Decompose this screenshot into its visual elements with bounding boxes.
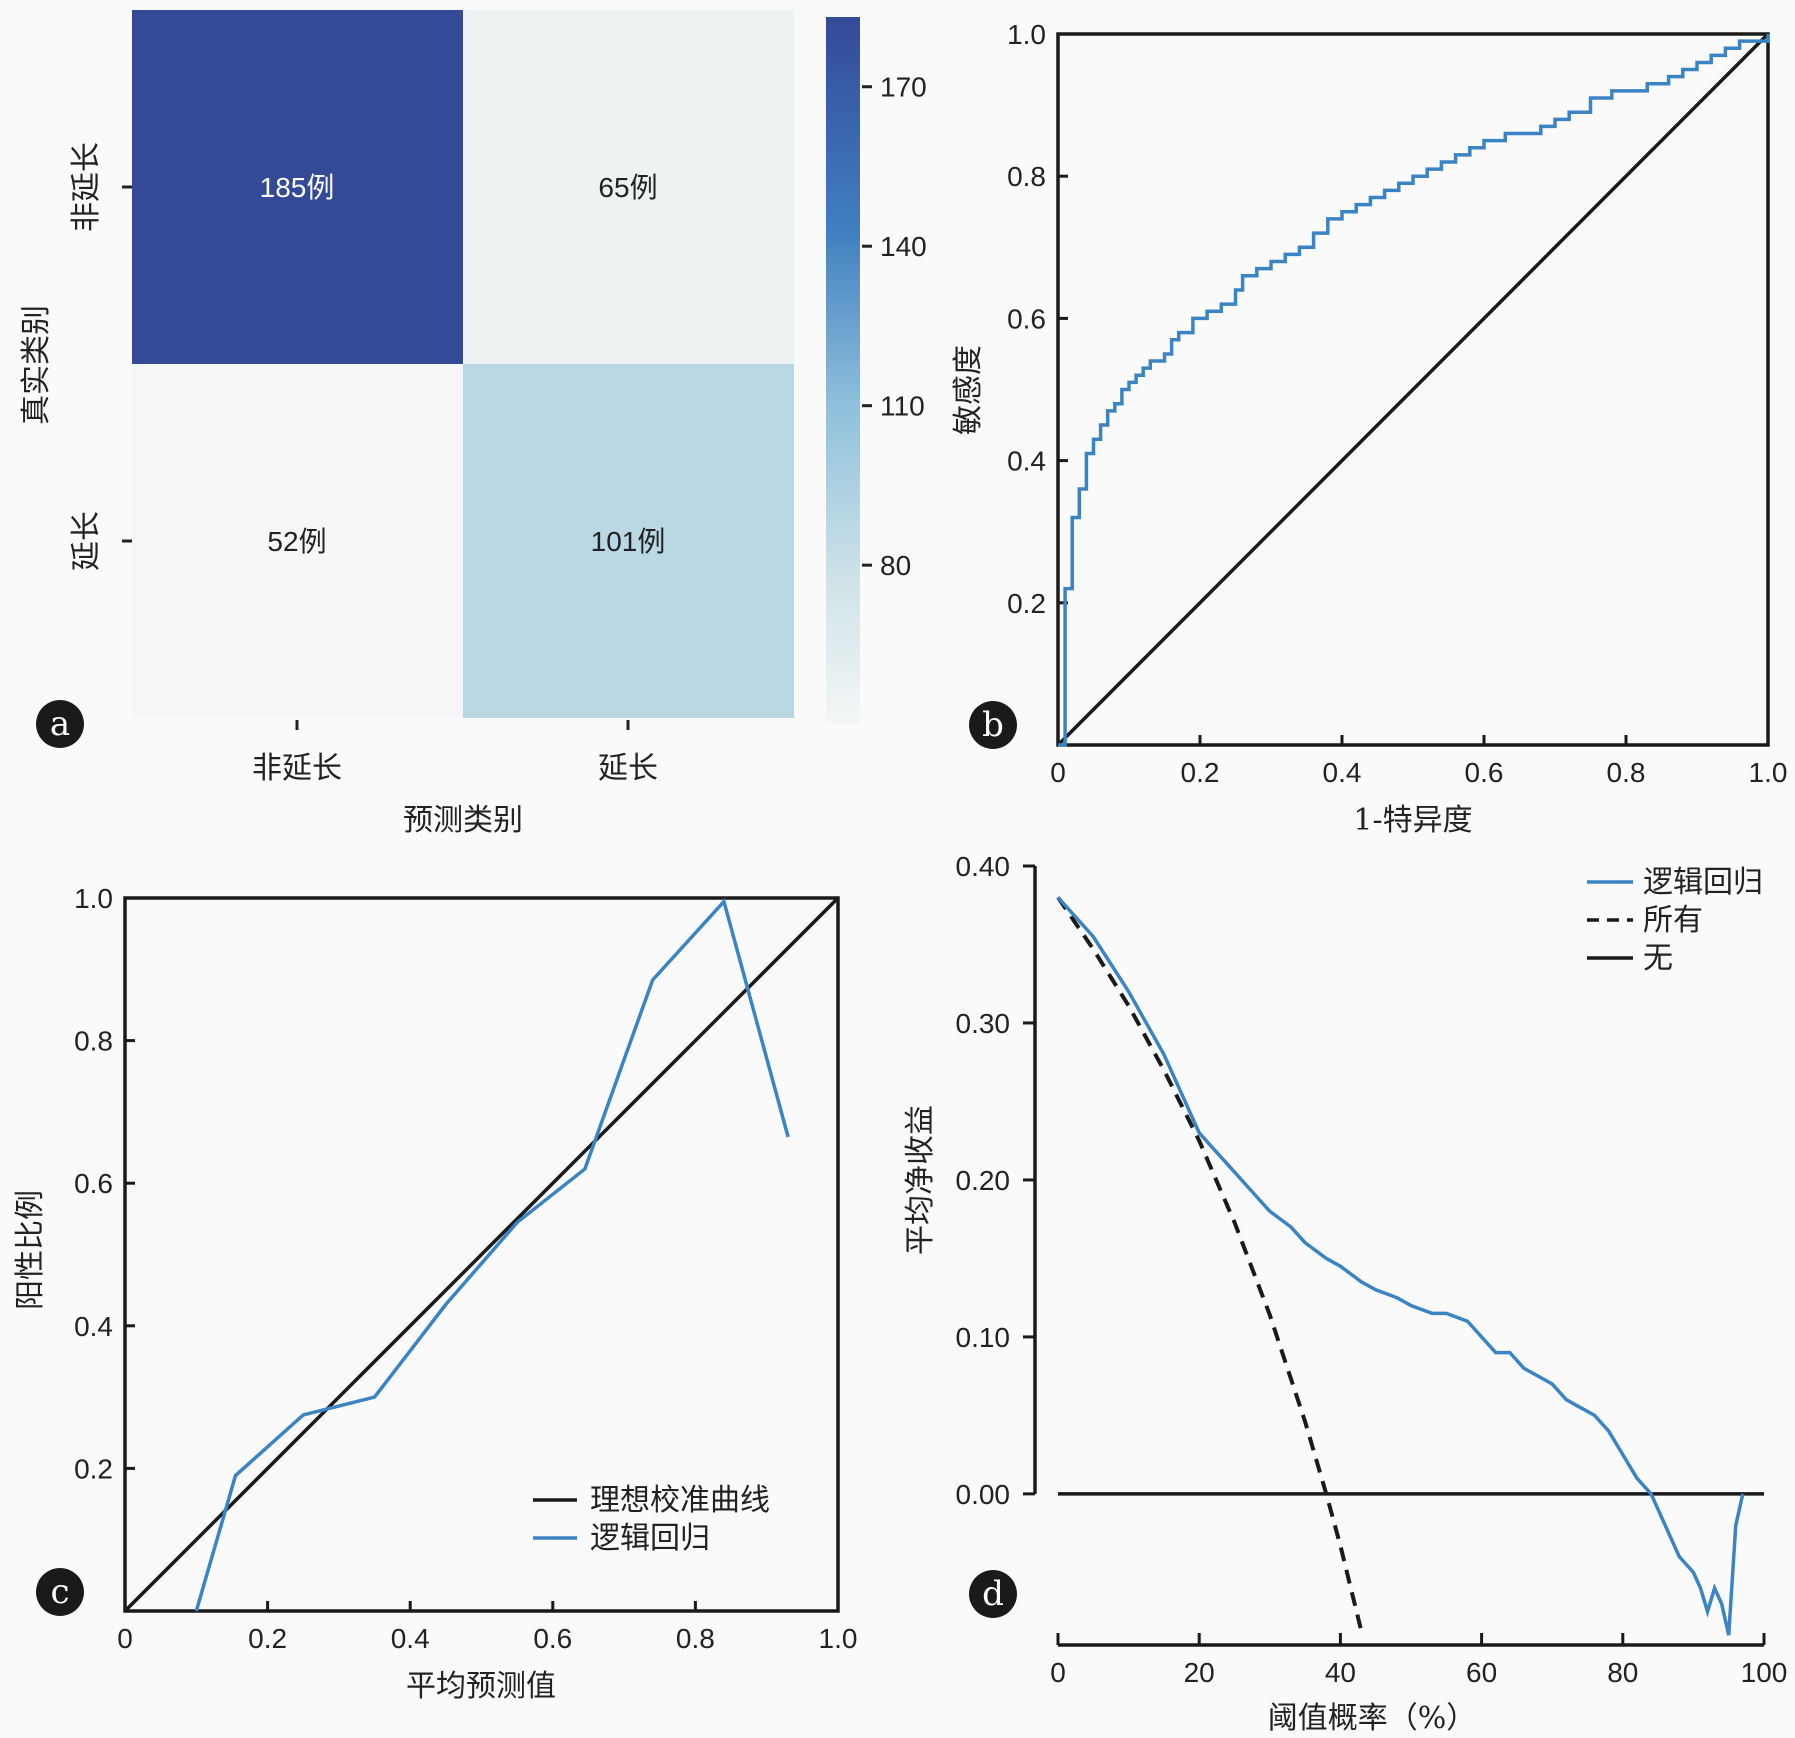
legend-label-none: 无 xyxy=(1643,941,1673,976)
cell-label-1-1: 101例 xyxy=(591,526,666,557)
legend-label-logistic: 逻辑回归 xyxy=(590,1521,710,1556)
cell-label-0-1: 65例 xyxy=(598,172,657,203)
colorbar xyxy=(826,17,860,724)
legend-label-ideal: 理想校准曲线 xyxy=(590,1483,770,1518)
x-tick-label-1: 延长 xyxy=(598,751,658,786)
y-tick-label-1: 延长 xyxy=(69,511,104,571)
x-tick-label-0: 非延长 xyxy=(252,751,342,786)
y-tick-label-1: 0.10 xyxy=(956,1322,1011,1353)
y-tick-label-3: 0.8 xyxy=(74,1026,113,1057)
legend-label-logistic: 逻辑回归 xyxy=(1643,865,1763,900)
logistic-net-benefit-curve xyxy=(1056,896,1745,1636)
y-axis-label: 阳性比例 xyxy=(13,1190,48,1310)
y-tick-label-2: 0.6 xyxy=(1007,303,1046,334)
x-tick-label-3: 60 xyxy=(1466,1657,1497,1688)
cm-cell-0-0 xyxy=(132,10,463,364)
x-tick-label-1: 0.2 xyxy=(1181,757,1220,788)
legend: 逻辑回归 所有 无 xyxy=(1587,865,1763,976)
x-tick-label-1: 20 xyxy=(1184,1657,1215,1688)
y-tick-label-2: 0.6 xyxy=(74,1168,113,1199)
x-tick-label-4: 0.8 xyxy=(1607,757,1646,788)
panel-tag-d: d xyxy=(982,1574,1004,1614)
treat-all-line xyxy=(1056,896,1364,1633)
legend: 理想校准曲线 逻辑回归 xyxy=(533,1483,770,1556)
panel-tag-b-circle xyxy=(969,701,1017,749)
x-axis-label: 1-特异度 xyxy=(1353,803,1472,838)
x-tick-label-0: 0 xyxy=(1050,1657,1066,1688)
y-tick-label-3: 0.30 xyxy=(956,1008,1011,1039)
reference-diagonal xyxy=(1056,32,1770,747)
y-tick-label-3: 0.8 xyxy=(1007,161,1046,192)
colorbar-tick-label-3: 80 xyxy=(880,550,911,581)
panel-tag-c: c xyxy=(50,1572,69,1612)
cm-cell-0-1 xyxy=(463,10,794,364)
panel-d-decision-curve: 0 20 40 60 80 100 0.00 0.10 0.20 0.30 0.40 逻辑回归 所有… xyxy=(903,851,1787,1736)
panel-a-confusion-matrix: 185例 65例 52例 101例 非延长 延长 非延长 延长 预测类别 真实类… xyxy=(19,10,927,838)
plot-frame xyxy=(1056,32,1770,747)
y-tick-label-2: 0.20 xyxy=(956,1165,1011,1196)
panel-tag-c-circle xyxy=(36,1568,84,1616)
roc-curve xyxy=(1058,34,1770,747)
x-axis-label: 阈值概率（%） xyxy=(1268,1701,1477,1736)
y-axis-label: 敏感度 xyxy=(951,345,986,435)
roc-plot-area: 0 0.2 0.4 0.6 0.8 1.0 0.2 0.4 0.6 0.8 1.0 xyxy=(1007,19,1787,788)
y-tick-label-0: 0.00 xyxy=(956,1479,1011,1510)
x-tick-label-4: 0.8 xyxy=(676,1623,715,1654)
x-axis-label: 预测类别 xyxy=(403,803,523,838)
y-tick-label-4: 1.0 xyxy=(1007,19,1046,50)
plot-frame xyxy=(123,896,840,1613)
x-tick-label-2: 0.4 xyxy=(1323,757,1362,788)
x-tick-label-2: 40 xyxy=(1325,1657,1356,1688)
x-tick-label-5: 1.0 xyxy=(1749,757,1788,788)
y-axis-label: 平均净收益 xyxy=(903,1105,938,1255)
y-tick-label-4: 1.0 xyxy=(74,883,113,914)
cm-cell-1-0 xyxy=(132,364,463,718)
panel-tag-a: a xyxy=(50,704,70,744)
y-axis-label: 真实类别 xyxy=(19,305,54,425)
y-tick-label-1: 0.4 xyxy=(74,1311,113,1342)
logistic-calibration-curve xyxy=(194,898,790,1612)
cell-label-0-0: 185例 xyxy=(260,172,335,203)
y-tick-label-0: 非延长 xyxy=(69,142,104,232)
x-tick-label-3: 0.6 xyxy=(533,1623,572,1654)
legend-label-all: 所有 xyxy=(1643,903,1703,938)
x-tick-label-1: 0.2 xyxy=(248,1623,287,1654)
colorbar-tick-label-0: 170 xyxy=(880,72,927,103)
panel-tag-b: b xyxy=(982,705,1004,745)
cell-label-1-0: 52例 xyxy=(267,526,326,557)
panel-tag-a-circle xyxy=(36,700,84,748)
panel-tag-d-circle xyxy=(969,1570,1017,1618)
x-axis-label: 平均预测值 xyxy=(406,1669,556,1704)
y-tick-label-4: 0.40 xyxy=(956,851,1011,882)
x-tick-label-5: 100 xyxy=(1741,1657,1788,1688)
x-tick-label-5: 1.0 xyxy=(819,1623,858,1654)
panel-b-roc-curve: 0 0.2 0.4 0.6 0.8 1.0 0.2 0.4 0.6 0.8 1.0 1-特异度 敏感… xyxy=(951,19,1787,838)
x-tick-label-4: 80 xyxy=(1607,1657,1638,1688)
colorbar-tick-label-1: 140 xyxy=(880,231,927,262)
panel-c-calibration-curve: 0 0.2 0.4 0.6 0.8 1.0 0.2 0.4 0.6 0.8 1.0 理想校准曲线 逻… xyxy=(13,883,857,1704)
confusion-matrix-cells xyxy=(132,10,794,718)
y-tick-label-0: 0.2 xyxy=(74,1453,113,1484)
x-tick-label-0: 0 xyxy=(117,1623,133,1654)
x-tick-label-3: 0.6 xyxy=(1465,757,1504,788)
colorbar-ticks: 170 140 110 80 xyxy=(862,72,927,581)
decision-plot-area: 0 20 40 60 80 100 0.00 0.10 0.20 0.30 0.40 xyxy=(956,851,1788,1688)
x-tick-label-0: 0 xyxy=(1050,757,1066,788)
x-tick-label-2: 0.4 xyxy=(391,1623,430,1654)
ideal-calibration-line xyxy=(123,896,840,1613)
colorbar-tick-label-2: 110 xyxy=(880,391,925,422)
cm-cell-1-1 xyxy=(463,364,794,718)
y-tick-label-0: 0.2 xyxy=(1007,588,1046,619)
calibration-plot-area: 0 0.2 0.4 0.6 0.8 1.0 0.2 0.4 0.6 0.8 1.0 xyxy=(74,883,857,1654)
y-tick-label-1: 0.4 xyxy=(1007,446,1046,477)
